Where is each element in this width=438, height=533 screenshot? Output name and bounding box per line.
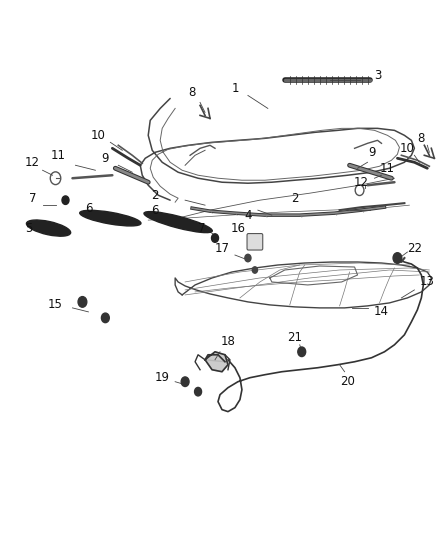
Circle shape bbox=[78, 296, 87, 307]
Text: 16: 16 bbox=[230, 222, 245, 235]
Text: 11: 11 bbox=[380, 161, 395, 175]
Ellipse shape bbox=[26, 220, 71, 236]
Text: 9: 9 bbox=[102, 152, 109, 165]
Text: 6: 6 bbox=[152, 204, 159, 216]
Text: 15: 15 bbox=[48, 298, 63, 311]
Text: 20: 20 bbox=[340, 375, 355, 388]
Text: 2: 2 bbox=[152, 189, 159, 201]
Text: 18: 18 bbox=[221, 335, 235, 348]
Circle shape bbox=[393, 253, 402, 263]
Text: 10: 10 bbox=[400, 142, 415, 155]
Circle shape bbox=[245, 254, 251, 262]
Circle shape bbox=[62, 196, 69, 205]
Ellipse shape bbox=[144, 212, 212, 232]
Text: 2: 2 bbox=[291, 192, 299, 205]
Text: 5: 5 bbox=[25, 222, 32, 235]
Circle shape bbox=[194, 387, 201, 396]
Text: 7: 7 bbox=[198, 222, 206, 235]
Circle shape bbox=[298, 347, 306, 357]
Circle shape bbox=[181, 377, 189, 386]
Text: 9: 9 bbox=[368, 146, 375, 159]
Text: 3: 3 bbox=[374, 69, 381, 82]
Polygon shape bbox=[205, 352, 228, 372]
Text: 14: 14 bbox=[374, 305, 389, 318]
Text: 6: 6 bbox=[85, 201, 92, 215]
Text: 19: 19 bbox=[155, 371, 170, 384]
Text: 8: 8 bbox=[418, 132, 425, 145]
Text: 10: 10 bbox=[91, 129, 106, 142]
Text: 22: 22 bbox=[407, 241, 422, 255]
Circle shape bbox=[252, 267, 258, 273]
Text: 17: 17 bbox=[215, 241, 230, 255]
Circle shape bbox=[102, 313, 110, 322]
Circle shape bbox=[212, 234, 219, 243]
Ellipse shape bbox=[80, 211, 141, 226]
Text: 8: 8 bbox=[188, 86, 196, 99]
Text: 4: 4 bbox=[244, 208, 252, 222]
FancyBboxPatch shape bbox=[247, 233, 263, 250]
Text: 1: 1 bbox=[231, 82, 239, 95]
Text: 21: 21 bbox=[287, 332, 302, 344]
Text: 7: 7 bbox=[29, 192, 36, 205]
Text: 11: 11 bbox=[51, 149, 66, 162]
Text: 12: 12 bbox=[354, 176, 369, 189]
Text: 13: 13 bbox=[420, 276, 435, 288]
Text: 12: 12 bbox=[25, 156, 40, 169]
